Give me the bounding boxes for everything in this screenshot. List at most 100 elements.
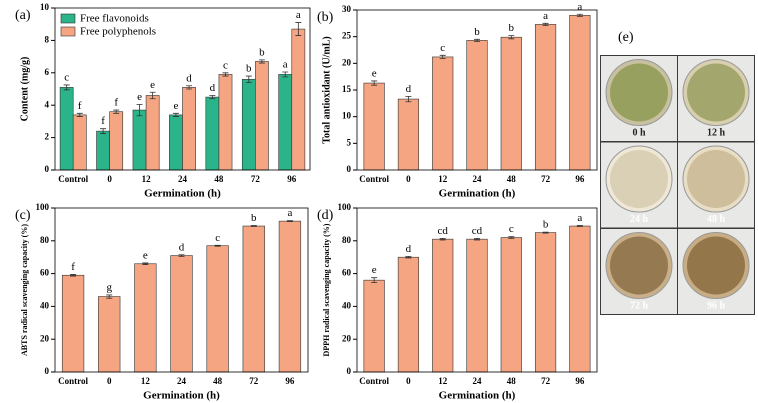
y-axis-label: Total antioxidant (U/mL) <box>321 36 332 143</box>
significance-letter: b <box>259 46 265 58</box>
significance-letter: e <box>150 79 155 91</box>
x-tick-label: 72 <box>249 376 259 386</box>
x-tick-label: 96 <box>285 376 295 386</box>
photo-caption: 96 h <box>707 300 726 311</box>
bar <box>59 87 74 171</box>
error-bar <box>474 38 480 42</box>
y-tick-label: 100 <box>338 202 352 212</box>
error-bar <box>576 13 583 17</box>
sprouts <box>687 236 745 295</box>
y-tick-label: 40 <box>342 300 352 310</box>
plot-frame <box>356 207 598 373</box>
photo-caption: 12 h <box>707 127 726 138</box>
y-tick-label: 60 <box>40 268 50 278</box>
y-tick-label: 20 <box>342 57 352 67</box>
x-tick-label: 48 <box>213 376 223 386</box>
significance-letter: e <box>372 264 377 276</box>
error-bar <box>282 71 289 78</box>
plot-frame <box>54 207 309 373</box>
y-tick-label: 15 <box>342 84 352 94</box>
x-tick-label: 96 <box>287 174 297 184</box>
x-tick-label: 72 <box>541 376 551 386</box>
y-tick-label: 0 <box>45 366 50 376</box>
photo-panel: (e) 0 h 12 h 24 h 48 h 72 h 96 h <box>600 30 755 315</box>
x-tick-label: Control <box>359 376 389 386</box>
significance-letter: d <box>179 241 185 253</box>
y-axis-label: DPPH radical scavenging capacity (%) <box>322 223 331 356</box>
bar <box>466 238 488 373</box>
error-bar <box>186 85 193 90</box>
significance-letter: b <box>509 22 515 34</box>
plot-frame <box>54 7 311 171</box>
error-bar <box>136 103 143 117</box>
bar <box>242 225 265 373</box>
significance-letter: e <box>173 100 178 112</box>
panel-label: (b) <box>317 10 334 25</box>
significance-letter: cd <box>472 225 483 237</box>
significance-letter: g <box>106 281 112 293</box>
significance-letter: f <box>101 115 105 127</box>
y-tick-label: 20 <box>342 333 352 343</box>
bar <box>218 74 233 171</box>
error-bar <box>474 237 480 241</box>
bar <box>61 274 85 373</box>
sprouts <box>610 236 668 295</box>
y-tick-label: 10 <box>40 2 50 12</box>
bar <box>170 255 193 373</box>
panel-label: (e) <box>618 30 634 45</box>
bar <box>569 225 591 373</box>
error-bar <box>106 294 113 299</box>
bar <box>255 61 269 171</box>
y-tick-label: 0 <box>347 164 352 174</box>
error-bar <box>371 277 378 284</box>
x-tick-label: 12 <box>141 376 151 386</box>
panel-label: (c) <box>15 208 31 223</box>
error-bar <box>172 112 179 117</box>
significance-letter: e <box>372 67 377 79</box>
x-axis-label: Germination (h) <box>143 390 220 402</box>
bar <box>500 36 522 171</box>
x-tick-label: 48 <box>214 174 224 184</box>
x-tick-label: 24 <box>473 174 483 184</box>
significance-letter: d <box>406 243 412 255</box>
y-tick-label: 80 <box>40 235 50 245</box>
bar <box>432 56 454 171</box>
significance-letter: b <box>543 219 549 231</box>
significance-letter: f <box>78 100 82 112</box>
bar <box>205 96 220 171</box>
error-bar <box>439 54 446 59</box>
x-axis-label: Germination (h) <box>439 188 516 200</box>
significance-letter: e <box>137 91 142 103</box>
x-tick-label: 12 <box>142 174 152 184</box>
error-bar <box>245 75 252 83</box>
x-tick-label: 96 <box>575 174 585 184</box>
y-tick-label: 8 <box>45 34 50 44</box>
bar <box>145 95 160 171</box>
x-tick-label: Control <box>58 376 88 386</box>
y-tick-label: 25 <box>342 31 352 41</box>
error-bar <box>576 225 583 227</box>
sprouts <box>687 63 745 122</box>
error-bar <box>542 231 549 234</box>
y-tick-label: 60 <box>342 268 352 278</box>
significance-letter: d <box>406 83 412 95</box>
y-axis-label: ABTS radical scavenging capacity (%) <box>20 224 29 356</box>
x-tick-label: 0 <box>107 174 112 184</box>
significance-letter: b <box>251 212 257 224</box>
error-bar <box>508 236 515 239</box>
y-tick-label: 100 <box>36 202 50 212</box>
error-bar <box>286 220 293 223</box>
legend-swatch <box>60 13 76 24</box>
sprouts <box>610 150 668 208</box>
y-axis-label: Content (mg/g) <box>19 57 30 122</box>
significance-letter: d <box>186 72 192 84</box>
significance-letter: d <box>210 82 216 94</box>
x-tick-label: 12 <box>438 376 448 386</box>
x-tick-label: 48 <box>507 376 517 386</box>
y-tick-label: 4 <box>45 99 50 109</box>
bar <box>132 109 147 171</box>
significance-letter: b <box>474 26 480 38</box>
error-bar <box>76 112 83 117</box>
x-tick-label: 0 <box>406 376 411 386</box>
significance-letter: a <box>283 59 288 71</box>
